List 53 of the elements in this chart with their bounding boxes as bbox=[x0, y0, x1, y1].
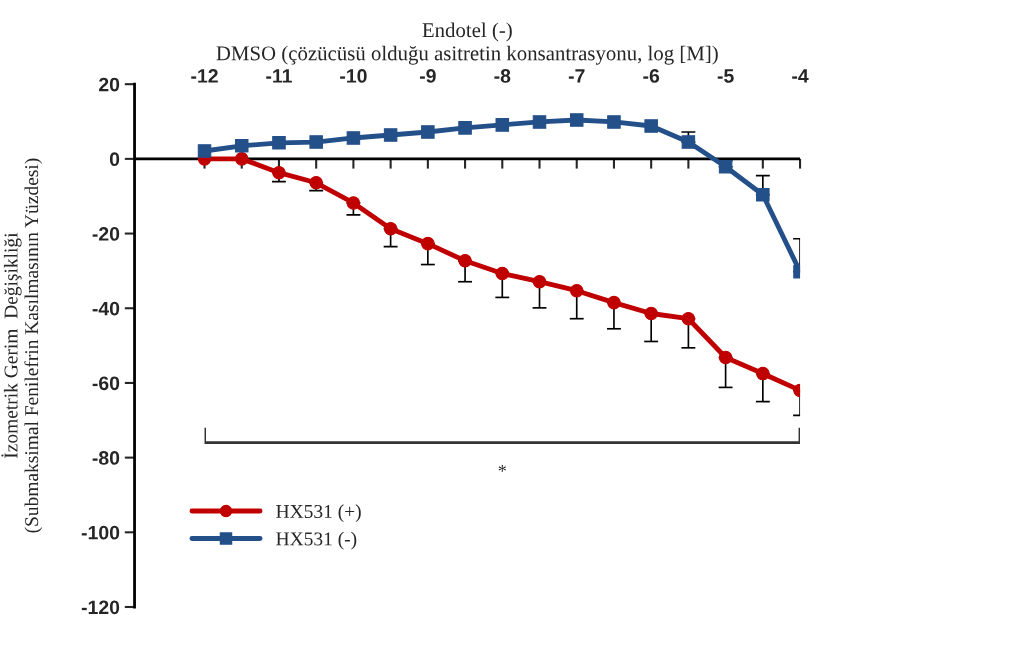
point bbox=[272, 165, 286, 180]
point bbox=[346, 196, 361, 210]
point bbox=[495, 266, 510, 281]
point bbox=[309, 176, 323, 190]
x-tick-label: -6 bbox=[643, 69, 660, 83]
point bbox=[383, 221, 398, 236]
annotation: * bbox=[498, 465, 506, 472]
x-tick-label: -10 bbox=[340, 69, 367, 83]
point bbox=[532, 115, 547, 129]
point bbox=[681, 311, 696, 326]
y-axis-title: İzometrik Gerim Değişikliği (Submaksimal Fenilefrin Kasılmasının Yüzdesi) bbox=[1, 158, 43, 533]
legend-label: HX531 (-) bbox=[276, 531, 357, 550]
x-tick-label: -9 bbox=[419, 69, 436, 83]
point bbox=[234, 139, 249, 153]
point bbox=[569, 283, 584, 298]
point bbox=[681, 135, 696, 149]
x-axis-title: DMSO (çözücüsü olduğu asitretin konsantrasyonu, log [M]) bbox=[216, 45, 718, 65]
point bbox=[756, 187, 770, 202]
x-tick-label: -8 bbox=[494, 69, 511, 83]
y-tick-label: 20 bbox=[99, 77, 120, 92]
point bbox=[644, 306, 658, 321]
y-tick-label: -80 bbox=[92, 451, 120, 465]
point bbox=[197, 144, 212, 158]
x-tick-label: -12 bbox=[191, 69, 218, 83]
y-tick-label: -20 bbox=[92, 227, 120, 241]
point bbox=[458, 254, 472, 268]
point bbox=[644, 119, 658, 133]
point bbox=[383, 128, 398, 142]
point bbox=[421, 236, 435, 251]
x-tick-label: -7 bbox=[568, 69, 585, 83]
chart-title: Endotel (-) bbox=[422, 22, 512, 42]
y-tick-label: -40 bbox=[92, 301, 120, 316]
x-tick-label: -4 bbox=[792, 69, 809, 83]
point bbox=[495, 118, 510, 132]
y-tick-label: -60 bbox=[92, 376, 120, 391]
y-tick-label: -100 bbox=[81, 525, 120, 540]
point bbox=[718, 350, 733, 365]
point bbox=[532, 274, 547, 289]
point bbox=[234, 152, 249, 166]
y-tick-label: -120 bbox=[81, 600, 120, 615]
x-tick-label: -5 bbox=[717, 69, 734, 83]
point bbox=[607, 295, 621, 310]
point bbox=[569, 113, 584, 127]
x-tick-label: -11 bbox=[266, 69, 292, 83]
point bbox=[607, 115, 621, 129]
legend-label: HX531 (+) bbox=[276, 504, 361, 522]
point bbox=[756, 366, 770, 381]
point bbox=[346, 131, 361, 145]
point bbox=[309, 135, 323, 149]
y-tick-label: 0 bbox=[109, 152, 120, 167]
point bbox=[421, 125, 435, 139]
point bbox=[458, 121, 472, 135]
point bbox=[272, 136, 286, 150]
